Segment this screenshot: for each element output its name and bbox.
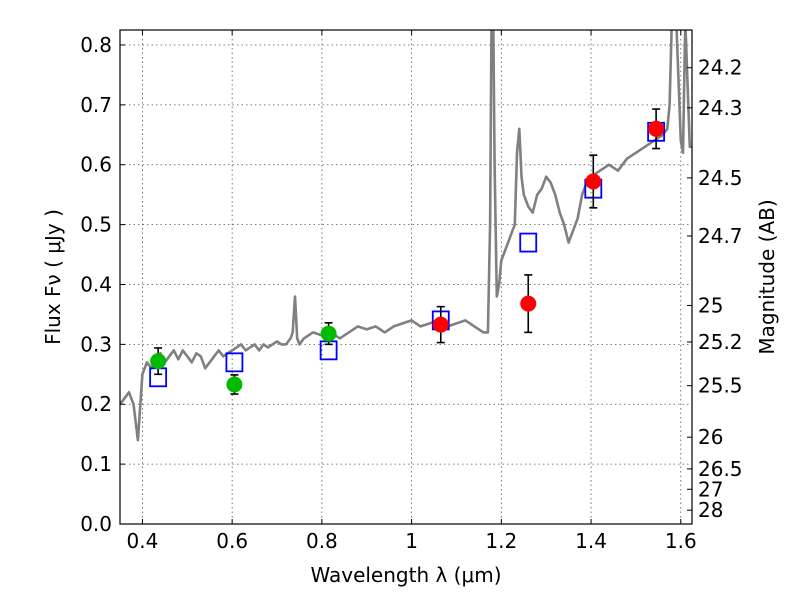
x-axis-title: Wavelength λ (μm) [310,563,501,587]
y-tick-label: 0.6 [80,153,112,177]
y-tick-label: 0.0 [80,512,112,536]
y-tick-label: 0.7 [80,93,112,117]
grid-lines [120,30,692,525]
right-tick-label: 26.5 [698,457,743,481]
x-tick-label: 1.6 [665,529,697,553]
x-tick-label: 0.8 [306,529,338,553]
right-tick-label: 24.3 [698,96,743,120]
observed-flux-point [520,295,537,312]
observed-flux-point [320,325,337,342]
plot-frame [119,29,693,525]
observed-flux-point [226,376,243,393]
ticks: 0.4 0.6 0.8 1 1.2 1.4 1.6 0.0 0.1 0.2 0.3 0.4 0.5 0.6… [80,30,743,553]
y-tick-label: 0.5 [80,213,112,237]
right-tick-label: 24.7 [698,224,743,248]
right-tick-label: 24.2 [698,56,743,80]
model-flux-square [225,352,244,373]
model-spectrum-line [120,30,692,442]
right-tick-label: 25 [698,293,723,317]
observed-flux-point [585,173,602,190]
y-tick-label: 0.2 [80,392,112,416]
y-axis-right-title: Magnitude (AB) [755,199,779,354]
right-tick-label: 25.5 [698,374,743,398]
y-tick-label: 0.8 [80,33,112,57]
right-tick-label: 25.2 [698,330,743,354]
observed-flux-point [150,353,167,370]
right-tick-label: 28 [698,498,723,522]
y-tick-label: 0.1 [80,452,112,476]
marker-layer [149,108,666,395]
observed-flux-point [432,316,449,333]
right-tick-label: 27 [698,477,723,501]
x-tick-label: 1.2 [485,529,517,553]
x-tick-label: 1.4 [575,529,607,553]
data-layer [120,30,692,442]
observed-flux-point [648,120,665,137]
model-flux-square [519,232,538,253]
y-axis-left-title: Flux Fν ( μJy ) [41,209,65,345]
y-tick-label: 0.4 [80,272,112,296]
right-tick-label: 24.5 [698,166,743,190]
x-tick-label: 0.4 [127,529,159,553]
right-tick-label: 26 [698,425,723,449]
x-tick-label: 0.6 [216,529,248,553]
x-tick-label: 1 [405,529,418,553]
y-tick-label: 0.3 [80,332,112,356]
